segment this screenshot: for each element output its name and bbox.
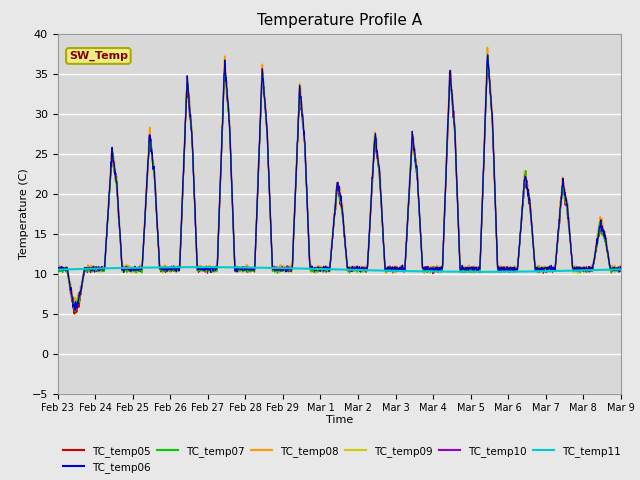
Legend: TC_temp05, TC_temp06, TC_temp07, TC_temp08, TC_temp09, TC_temp10, TC_temp11: TC_temp05, TC_temp06, TC_temp07, TC_temp… — [63, 445, 621, 473]
TC_temp06 — [120, 267, 128, 273]
TC_temp09 — [293, 154, 301, 160]
TC_temp05 — [293, 154, 301, 159]
Line: TC_temp08: TC_temp08 — [58, 48, 621, 313]
TC_temp11 — [305, 266, 312, 272]
TC_temp08 — [617, 266, 625, 272]
Text: SW_Temp: SW_Temp — [69, 51, 128, 61]
TC_temp08 — [71, 310, 79, 316]
TC_temp10 — [374, 161, 382, 167]
TC_temp07 — [617, 266, 625, 272]
TC_temp10 — [98, 266, 106, 272]
TC_temp11 — [54, 267, 61, 273]
Line: TC_temp10: TC_temp10 — [58, 60, 621, 311]
TC_temp08 — [374, 158, 382, 164]
TC_temp09 — [617, 267, 625, 273]
TC_temp06 — [54, 265, 61, 271]
TC_temp11 — [97, 265, 105, 271]
TC_temp09 — [120, 270, 128, 276]
Line: TC_temp05: TC_temp05 — [58, 60, 621, 314]
TC_temp10 — [617, 264, 625, 270]
TC_temp08 — [54, 264, 61, 270]
TC_temp05 — [374, 164, 382, 170]
TC_temp05 — [54, 267, 61, 273]
TC_temp09 — [54, 268, 61, 274]
TC_temp11 — [473, 269, 481, 275]
TC_temp11 — [617, 266, 625, 272]
TC_temp06 — [374, 160, 382, 166]
TC_temp05 — [617, 266, 625, 272]
TC_temp10 — [315, 264, 323, 270]
TC_temp10 — [305, 233, 312, 239]
TC_temp07 — [305, 235, 312, 241]
Line: TC_temp06: TC_temp06 — [58, 55, 621, 310]
TC_temp05 — [305, 234, 312, 240]
TC_temp06 — [98, 266, 106, 272]
TC_temp06 — [484, 52, 492, 58]
TC_temp06 — [305, 233, 312, 239]
TC_temp09 — [315, 266, 323, 272]
TC_temp07 — [293, 154, 301, 160]
Y-axis label: Temperature (C): Temperature (C) — [19, 168, 29, 259]
TC_temp08 — [120, 265, 128, 271]
TC_temp10 — [54, 265, 61, 271]
TC_temp07 — [54, 267, 61, 273]
Title: Temperature Profile A: Temperature Profile A — [257, 13, 422, 28]
TC_temp11 — [120, 265, 128, 271]
TC_temp07 — [374, 162, 382, 168]
TC_temp11 — [374, 268, 382, 274]
TC_temp11 — [293, 265, 301, 271]
TC_temp08 — [98, 265, 106, 271]
TC_temp08 — [484, 45, 492, 50]
TC_temp11 — [315, 266, 323, 272]
TC_temp06 — [293, 151, 301, 157]
TC_temp07 — [120, 266, 128, 272]
TC_temp11 — [198, 264, 206, 270]
TC_temp10 — [293, 156, 301, 162]
TC_temp06 — [315, 265, 323, 271]
Line: TC_temp07: TC_temp07 — [58, 54, 621, 312]
TC_temp10 — [120, 264, 128, 270]
TC_temp09 — [305, 236, 312, 241]
TC_temp06 — [71, 307, 79, 313]
TC_temp09 — [70, 312, 78, 317]
Line: TC_temp09: TC_temp09 — [58, 62, 621, 314]
TC_temp10 — [484, 57, 492, 62]
TC_temp05 — [120, 267, 128, 273]
TC_temp09 — [98, 267, 106, 273]
TC_temp09 — [374, 166, 382, 171]
TC_temp08 — [293, 151, 301, 156]
TC_temp05 — [315, 267, 323, 273]
TC_temp07 — [72, 309, 79, 314]
X-axis label: Time: Time — [326, 415, 353, 425]
TC_temp10 — [71, 308, 79, 314]
TC_temp08 — [305, 233, 312, 239]
TC_temp05 — [70, 311, 78, 317]
TC_temp08 — [315, 264, 323, 270]
TC_temp06 — [617, 266, 625, 272]
TC_temp05 — [484, 57, 492, 63]
TC_temp07 — [484, 51, 492, 57]
Line: TC_temp11: TC_temp11 — [58, 267, 621, 272]
TC_temp07 — [98, 265, 106, 271]
TC_temp05 — [98, 267, 106, 273]
TC_temp07 — [315, 266, 323, 272]
TC_temp09 — [484, 59, 492, 65]
